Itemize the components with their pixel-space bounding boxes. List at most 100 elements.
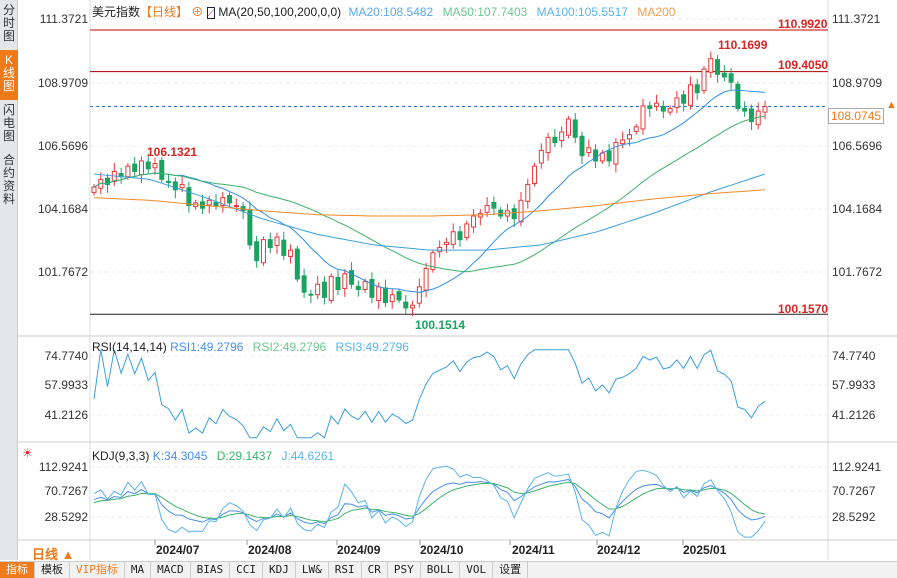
candle-body bbox=[443, 241, 449, 245]
kdj-k-line bbox=[93, 478, 766, 525]
kdj-j-line bbox=[93, 465, 766, 538]
candle-body bbox=[349, 270, 355, 285]
candle-body bbox=[152, 163, 158, 169]
tab-vip-indicator[interactable]: VIP指标 bbox=[70, 562, 125, 578]
candle-body bbox=[430, 252, 436, 271]
kdj-header: KDJ(9,3,3) K:34.3045 D:29.1437 J:44.6261 bbox=[92, 449, 334, 463]
ma-chart-icon[interactable]: ⟋ bbox=[206, 7, 216, 19]
candle-body bbox=[687, 84, 693, 106]
tab-lw[interactable]: LW& bbox=[296, 562, 329, 578]
tab-cci[interactable]: CCI bbox=[230, 562, 263, 578]
candle-body bbox=[538, 149, 544, 164]
candle-body bbox=[294, 248, 300, 280]
candle-body bbox=[748, 108, 754, 123]
rsi2-value: RSI2:49.2796 bbox=[252, 340, 327, 354]
low-annotation: 100.1514 bbox=[415, 318, 466, 332]
tab-bias[interactable]: BIAS bbox=[191, 562, 231, 578]
settings-sun-icon[interactable]: ☀ bbox=[22, 446, 33, 460]
candle-body bbox=[437, 247, 443, 253]
candle-body bbox=[667, 107, 673, 113]
candle-body bbox=[484, 205, 490, 213]
rsi-line bbox=[93, 349, 766, 439]
tab-boll[interactable]: BOLL bbox=[421, 562, 461, 578]
price-tick-right: 111.3721 bbox=[832, 12, 881, 26]
crosshair-icon[interactable]: ⊕ bbox=[191, 5, 204, 19]
tab-settings[interactable]: 设置 bbox=[493, 562, 529, 578]
month-label: 2024/09 bbox=[337, 543, 381, 557]
kdj-k-value: K:34.3045 bbox=[152, 449, 208, 463]
month-label: 2024/12 bbox=[597, 543, 641, 557]
candle-body bbox=[620, 139, 626, 145]
candle-body bbox=[105, 177, 111, 186]
candle-body bbox=[694, 84, 700, 94]
rsi-title: RSI(14,14,14) bbox=[92, 340, 167, 354]
candle-body bbox=[179, 184, 185, 189]
tab-contract-info[interactable]: 合约资料 bbox=[2, 153, 15, 206]
kdj-tick-right: 112.9241 bbox=[832, 460, 882, 474]
candle-body bbox=[626, 134, 632, 140]
tab-vol[interactable]: VOL bbox=[460, 562, 494, 578]
ma20-value: MA20:108.5482 bbox=[348, 5, 434, 19]
symbol-name: 美元指数 bbox=[92, 5, 141, 19]
candle-body bbox=[328, 275, 334, 302]
month-label: 2024/08 bbox=[248, 543, 292, 557]
candle-body bbox=[172, 181, 178, 191]
kdj-tick: 70.7267 bbox=[44, 484, 88, 498]
candle-body bbox=[369, 279, 375, 298]
candle-body bbox=[613, 142, 619, 165]
candle-body bbox=[674, 97, 680, 108]
rsi-tick-right: 41.2126 bbox=[832, 408, 876, 422]
kdj-tick-right: 28.5292 bbox=[832, 510, 876, 524]
candle-body bbox=[565, 118, 571, 136]
chart-canvas[interactable] bbox=[0, 0, 897, 560]
candle-body bbox=[640, 105, 646, 130]
candle-body bbox=[586, 147, 592, 154]
period-selector[interactable]: 日线 ▲ bbox=[32, 547, 75, 562]
rsi1-value: RSI1:49.2796 bbox=[170, 340, 244, 354]
candle-body bbox=[742, 107, 748, 112]
candle-body bbox=[396, 291, 402, 301]
candle-body bbox=[579, 135, 585, 157]
candle-body bbox=[186, 187, 192, 207]
candle-body bbox=[654, 102, 660, 107]
kdj-j-value: J:44.6261 bbox=[281, 449, 335, 463]
tab-macd[interactable]: MACD bbox=[151, 562, 191, 578]
tab-indicator[interactable]: 指标 bbox=[0, 562, 35, 578]
candle-body bbox=[423, 268, 429, 291]
candle-body bbox=[572, 119, 578, 138]
candle-body bbox=[227, 195, 233, 204]
tab-flash[interactable]: 闪电图 bbox=[2, 103, 15, 143]
candle-body bbox=[552, 136, 558, 144]
tab-timeshare[interactable]: 分时图 bbox=[2, 3, 15, 43]
rsi-tick: 41.2126 bbox=[44, 408, 88, 422]
rsi-tick: 57.9933 bbox=[44, 378, 88, 392]
price-tick: 101.7672 bbox=[37, 265, 88, 279]
local-high-annotation: 106.1321 bbox=[147, 145, 198, 159]
tab-template[interactable]: 模板 bbox=[35, 562, 70, 578]
tab-kdj[interactable]: KDJ bbox=[263, 562, 296, 578]
candle-body bbox=[518, 199, 524, 223]
alert-arrow-icon[interactable]: ▲ bbox=[886, 99, 897, 111]
tab-psy[interactable]: PSY bbox=[388, 562, 421, 578]
level-line-label: 110.9920 bbox=[778, 17, 828, 31]
tab-cr[interactable]: CR bbox=[362, 562, 388, 578]
candle-body bbox=[206, 199, 212, 206]
candle-body bbox=[681, 94, 687, 104]
candle-body bbox=[464, 223, 470, 239]
period-label: 【日线】 bbox=[140, 5, 189, 19]
candle-body bbox=[362, 281, 368, 291]
candle-body bbox=[159, 159, 165, 180]
candle-body bbox=[254, 241, 260, 262]
tab-kline[interactable]: K线图 bbox=[0, 50, 18, 100]
candle-body bbox=[288, 249, 294, 257]
tab-ma[interactable]: MA bbox=[125, 562, 152, 578]
candle-body bbox=[721, 72, 727, 78]
ma50-value: MA50:107.7403 bbox=[442, 5, 528, 19]
month-label: 2024/10 bbox=[420, 543, 464, 557]
tab-rsi[interactable]: RSI bbox=[329, 562, 362, 578]
candle-body bbox=[511, 208, 517, 220]
candle-body bbox=[647, 105, 653, 109]
ma200-value: MA200 bbox=[637, 5, 676, 19]
candle-body bbox=[267, 239, 273, 249]
candle-body bbox=[728, 73, 734, 83]
